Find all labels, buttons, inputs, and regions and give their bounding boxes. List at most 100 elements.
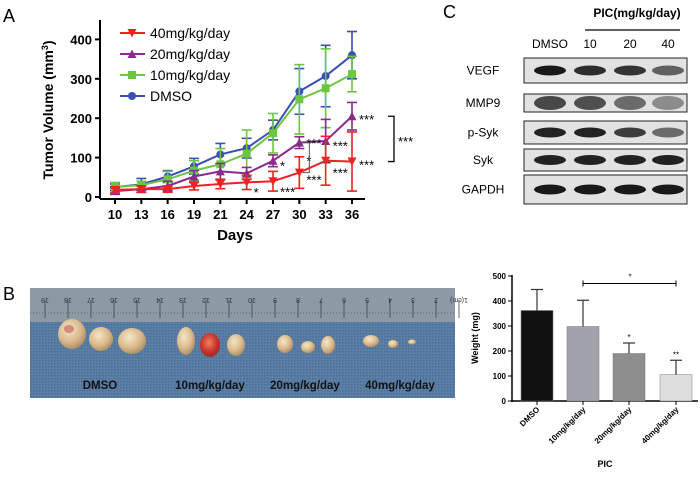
ruler-number: 8 [296,296,300,303]
ruler-number: 14 [156,296,164,303]
blot-band [534,127,566,138]
ruler [30,288,455,322]
legend-marker [127,29,137,38]
data-point [242,178,252,187]
ruler-number: 2 [434,296,438,303]
data-point [242,149,251,158]
significance-marker: * [280,158,285,173]
significance-marker: *** [359,158,374,173]
data-point [348,70,356,79]
x-tick-label: 10mg/kg/day [547,405,588,446]
tumor [89,327,113,351]
legend-label: 20mg/kg/day [150,46,230,62]
significance-marker: ** [673,350,679,359]
y-tick-label: 300 [493,322,507,331]
y-axis-title: Weight (mg) [470,312,480,364]
x-tick-label: DMSO [518,405,541,428]
blot-band [614,155,646,165]
tumor [177,327,195,355]
data-point [163,175,172,184]
tumor-photo: 19 18 17 16 15 14 13 12 11 10 9 8 7 6 5 4 3 2 1(cm) DMSO 10… [30,288,468,398]
legend-marker [127,49,137,58]
ruler-number: 13 [179,296,187,303]
legend-label: 10mg/kg/day [150,67,230,83]
tumor [200,333,220,357]
series-line [114,115,353,193]
legend-item: DMSO [120,88,192,104]
x-tick-label: 19 [187,207,201,222]
tumor [408,339,416,345]
data-point [295,95,304,104]
blot-band [574,155,606,165]
y-tick-label: 200 [70,111,92,126]
series-line [114,159,353,191]
series-line [114,54,353,189]
tumor [118,328,146,354]
y-tick-label: 100 [493,372,507,381]
lane-label: 20 [623,37,637,51]
blot-band [534,96,566,110]
data-point [110,185,120,195]
ruler-number: 9 [273,296,277,303]
data-point [268,156,278,165]
tumor [301,341,315,353]
bar [612,353,646,402]
blot-band [534,155,566,165]
tumors [58,319,416,357]
bar [659,374,693,402]
lane-label: 40 [661,37,675,51]
data-point [189,181,199,191]
ruler-number: 3 [411,296,415,303]
significance-marker: * [254,185,259,200]
bracket-label: * [628,273,631,282]
blot-row-label: MMP9 [466,96,501,110]
bar-group: ** 40mg/kg/day [640,350,693,446]
ruler-number: 5 [365,296,369,303]
ruler-number: 4 [388,296,392,303]
bar-group: * 20mg/kg/day [593,333,646,446]
x-tick-label: 40mg/kg/day [640,405,681,446]
series-line [114,73,353,189]
data-point [321,84,330,93]
y-tick-label: 200 [493,347,507,356]
blot-band [614,184,646,195]
tumor [227,334,245,356]
ruler-number: 6 [342,296,346,303]
western-blot: PIC(mg/kg/day) DMSO 10 20 40 VEGF MMP9 p-Syk S… [462,6,688,205]
y-axis-title: Tumor Volume (mm3) [40,40,56,179]
blot-band [574,65,606,76]
y-tick-label: 300 [70,72,92,87]
blot-band [614,96,646,110]
ruler-number: 15 [133,296,141,303]
bar [566,326,600,402]
blot-header: PIC(mg/kg/day) [593,6,680,20]
x-tick-label: 13 [134,207,148,222]
x-tick-label: 21 [213,207,227,222]
blot-band [652,127,684,138]
x-tick-label: 27 [266,207,280,222]
blot-band [652,184,684,195]
significance-bracket [388,115,395,163]
legend-item: 10mg/kg/day [120,67,230,83]
data-point [321,156,331,166]
blot-band [652,65,684,76]
ruler-number: 19 [41,296,49,303]
data-point [347,111,357,121]
x-tick-label: 36 [345,207,359,222]
x-axis-title: PIC [597,459,613,469]
blot-band [534,184,566,195]
series-40mg-kg-day [110,131,357,195]
panel-label-a: A [3,6,15,26]
blot-row-label: VEGF [467,64,500,78]
data-point [136,185,146,194]
blot-band [614,65,646,76]
significance-marker: *** [359,112,374,127]
x-tick-label: 24 [239,207,254,222]
data-point [348,51,356,60]
x-tick-label: 20mg/kg/day [593,405,634,446]
lane-label: DMSO [532,37,568,51]
ruler-number: 12 [202,296,210,303]
ruler-number: 7 [319,296,323,303]
